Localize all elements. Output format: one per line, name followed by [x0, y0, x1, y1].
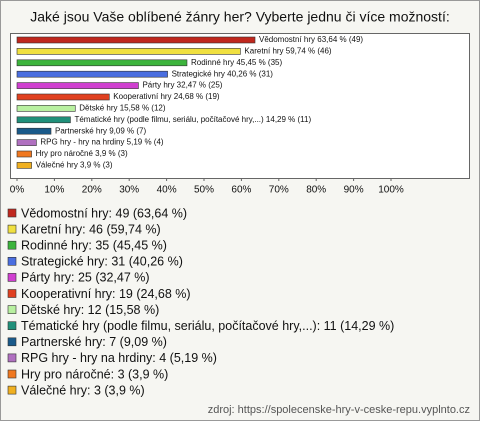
- bar: [16, 127, 52, 135]
- bar-label: Kooperativní hry 24,68 % (19): [113, 92, 220, 101]
- bar: [16, 82, 139, 89]
- bar: [16, 162, 32, 169]
- legend-swatch: [7, 353, 17, 363]
- legend-label: Karetní hry: 46 (59,74 %): [21, 222, 161, 236]
- legend-swatch: [7, 208, 17, 218]
- legend-label: Párty hry: 25 (32,47 %): [21, 271, 150, 285]
- plot-area: [10, 33, 470, 179]
- x-tick-label: 50%: [194, 185, 214, 196]
- x-tick-label: 20%: [82, 185, 102, 196]
- legend-label: Válečné hry: 3 (3,9 %): [21, 383, 145, 397]
- bar-label: Válečné hry 3,9 % (3): [36, 161, 113, 170]
- x-tick-label: 90%: [344, 185, 364, 196]
- legend-swatch: [7, 369, 17, 379]
- bar-label: Tématické hry (podle filmu, seriálu, poč…: [74, 115, 311, 124]
- legend-label: Hry pro náročné: 3 (3,9 %): [21, 367, 168, 381]
- bar-label: Hry pro náročné 3,9 % (3): [36, 149, 128, 158]
- x-tick-label: 0%: [10, 185, 25, 196]
- legend-label: Tématické hry (podle filmu, seriálu, poč…: [21, 319, 394, 333]
- bar: [16, 116, 71, 124]
- bar: [16, 36, 256, 44]
- bar-label: Vědomostní hry 63,64 % (49): [259, 35, 363, 44]
- legend-swatch: [7, 385, 17, 395]
- bar: [16, 70, 168, 78]
- x-tick-label: 70%: [269, 185, 289, 196]
- legend-label: Strategické hry: 31 (40,26 %): [21, 255, 183, 269]
- legend-label: Vědomostní hry: 49 (63,64 %): [21, 206, 187, 220]
- x-tick-label: 10%: [44, 185, 64, 196]
- legend-swatch: [7, 256, 17, 266]
- x-tick-label: 100%: [378, 185, 404, 196]
- x-tick-label: 40%: [157, 185, 177, 196]
- bar: [16, 105, 76, 112]
- source: zdroj: https://spolecenske-hry-v-ceske-r…: [208, 404, 470, 416]
- bar-label: Párty hry 32,47 % (25): [142, 81, 222, 90]
- chart-title: Jaké jsou Vaše oblíbené žánry her? Vyber…: [30, 9, 449, 25]
- legend-label: Rodinné hry: 35 (45,45 %): [21, 238, 167, 252]
- legend-swatch: [7, 337, 17, 347]
- x-tick-label: 30%: [119, 185, 139, 196]
- x-tick-label: 60%: [231, 185, 251, 196]
- bar: [16, 139, 37, 146]
- bar: [16, 150, 32, 158]
- bar-label: Dětské hry 15,58 % (12): [79, 104, 166, 113]
- legend-label: Dětské hry: 12 (15,58 %): [21, 303, 159, 317]
- bar-label: Karetní hry 59,74 % (46): [244, 47, 331, 56]
- legend-label: Kooperativní hry: 19 (24,68 %): [21, 287, 191, 301]
- bar-label: RPG hry - hry na hrdiny 5,19 % (4): [40, 138, 163, 147]
- bar-label: Strategické hry 40,26 % (31): [172, 69, 274, 78]
- bar: [16, 48, 241, 55]
- legend-swatch: [7, 240, 17, 250]
- legend-swatch: [7, 305, 17, 314]
- bar: [16, 93, 110, 101]
- legend-label: RPG hry - hry na hrdiny: 4 (5,19 %): [21, 351, 217, 365]
- legend-swatch: [7, 321, 17, 331]
- legend-label: Partnerské hry: 7 (9,09 %): [21, 335, 167, 349]
- bar-label: Rodinné hry 45,45 % (35): [191, 58, 283, 67]
- legend-swatch: [7, 289, 17, 298]
- x-tick-label: 80%: [306, 185, 326, 196]
- legend-swatch: [7, 224, 17, 234]
- legend-swatch: [7, 273, 17, 282]
- bar: [16, 59, 188, 67]
- bar-label: Partnerské hry 9,09 % (7): [55, 126, 146, 135]
